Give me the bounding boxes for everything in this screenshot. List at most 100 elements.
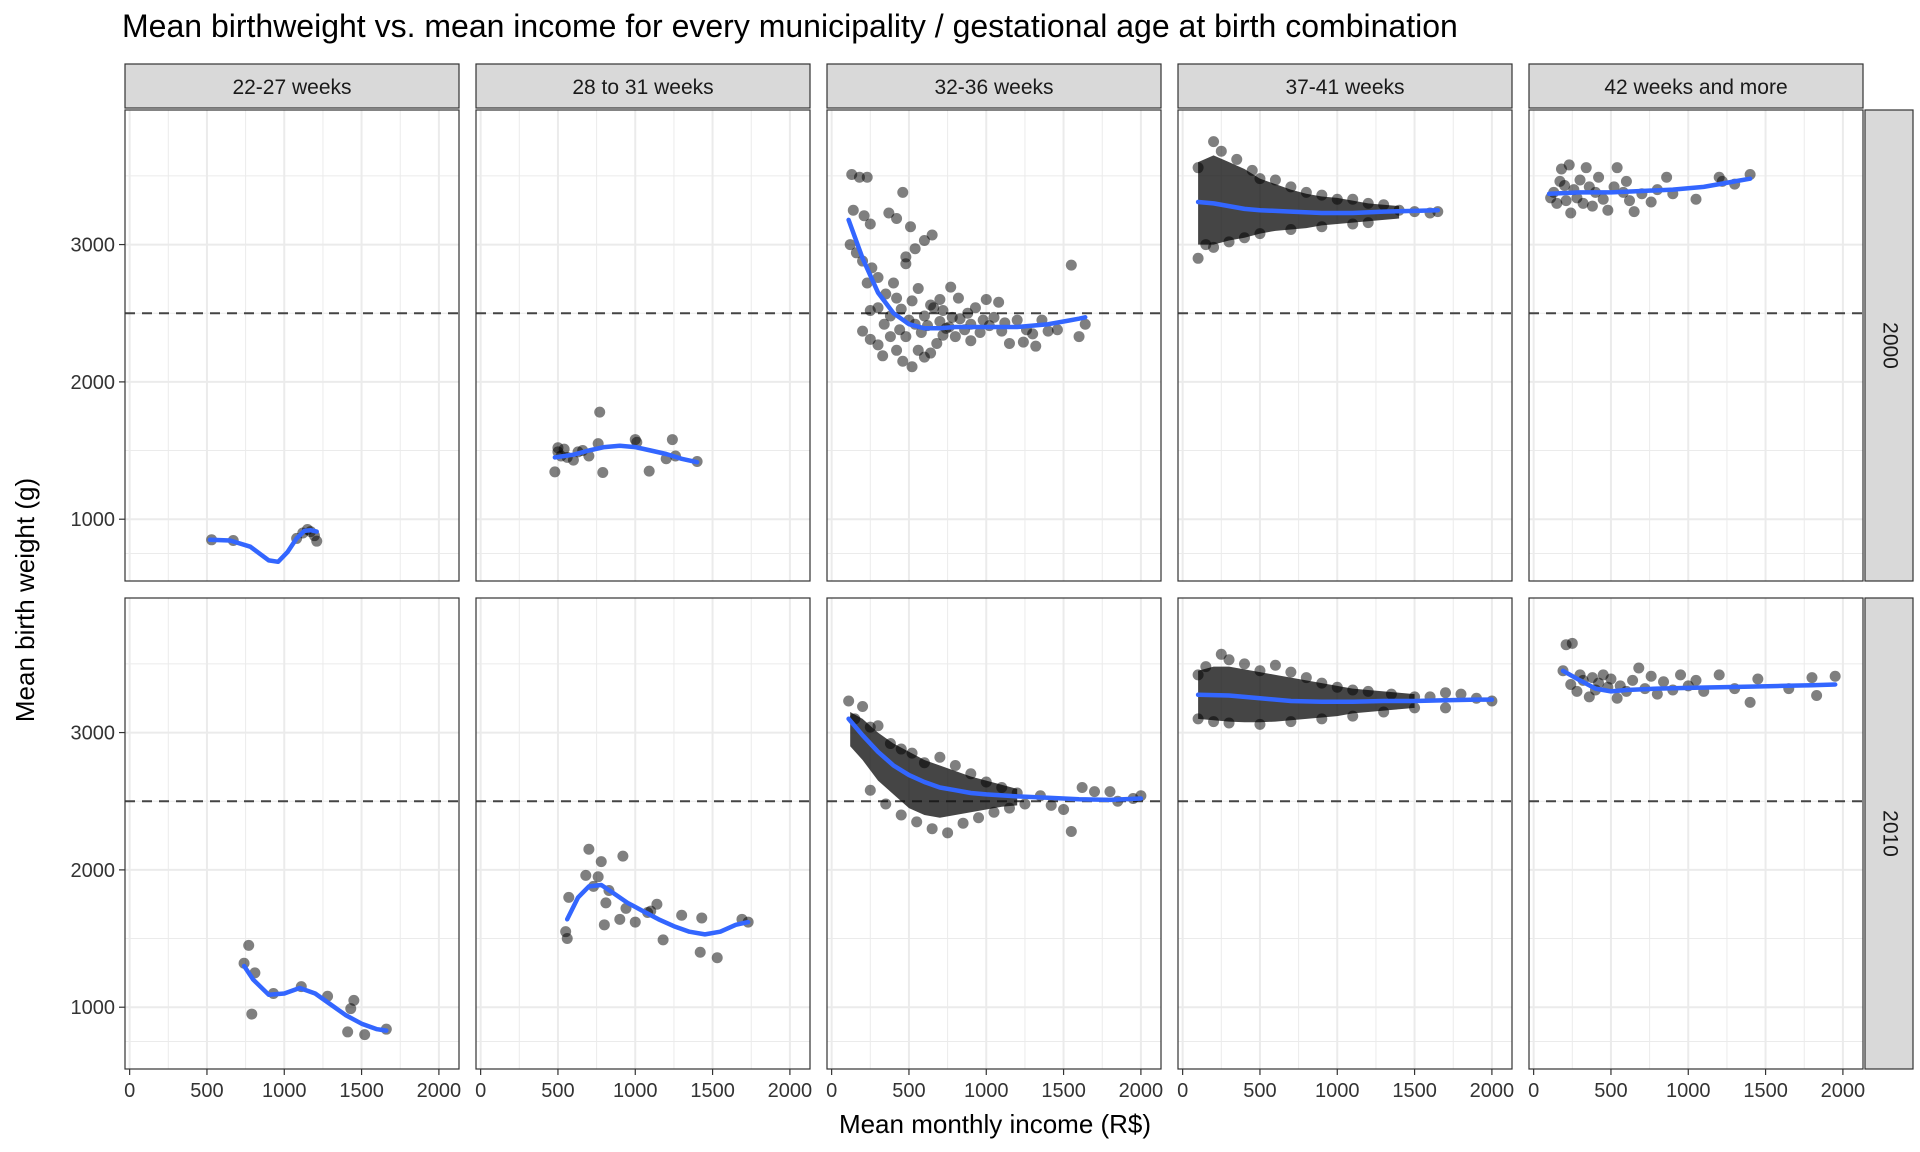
data-point [934, 293, 946, 305]
data-point [694, 946, 706, 958]
data-point [872, 302, 884, 314]
data-point [1089, 786, 1101, 798]
x-tick-label: 0 [124, 1080, 135, 1102]
data-point [1285, 181, 1297, 193]
data-point [1661, 171, 1673, 183]
data-point [905, 221, 916, 233]
data-point [1577, 197, 1589, 209]
data-point [965, 335, 977, 347]
x-tick-label: 1500 [1392, 1080, 1437, 1102]
x-tick-label: 1000 [613, 1080, 658, 1102]
data-point [1440, 687, 1452, 699]
data-point [952, 292, 964, 304]
smooth-trend-line [1195, 199, 1441, 216]
data-point [918, 234, 930, 246]
x-tick-label: 2000 [1119, 1080, 1164, 1102]
panel-border [1177, 109, 1513, 582]
data-point [1571, 685, 1583, 697]
data-point [1011, 314, 1023, 326]
data-point [1238, 232, 1250, 244]
data-point [617, 850, 629, 862]
data-point [906, 295, 918, 307]
x-tick-label: 1000 [1315, 1080, 1360, 1102]
data-point [925, 347, 937, 359]
smooth-trend-line [846, 716, 1144, 803]
data-point [1551, 197, 1563, 209]
panel-32-36-weeks-2010 [826, 597, 1162, 1070]
panel-border [826, 109, 1162, 582]
y-axis-title: Mean birth weight (g) [10, 478, 40, 722]
data-point [858, 210, 870, 222]
data-point [918, 757, 930, 769]
data-point [878, 318, 890, 330]
data-point [877, 350, 889, 362]
x-tick-label: 500 [190, 1080, 223, 1102]
data-point [1238, 658, 1250, 670]
data-point [897, 186, 909, 198]
data-point [1611, 692, 1623, 704]
data-point [1223, 717, 1235, 729]
panel-border [124, 597, 460, 1070]
data-point [1362, 197, 1374, 209]
data-point [883, 207, 895, 219]
smooth-trend-line [1560, 668, 1838, 694]
data-point [993, 296, 1005, 308]
data-point [592, 871, 604, 883]
data-point [643, 465, 655, 477]
data-point [1602, 204, 1614, 216]
data-point [1065, 825, 1077, 837]
x-tick-label: 0 [1528, 1080, 1539, 1102]
x-tick-label: 0 [1177, 1080, 1188, 1102]
data-point [1051, 324, 1063, 336]
data-point [1104, 786, 1116, 798]
data-point [931, 337, 943, 349]
x-tick-label: 2000 [1470, 1080, 1515, 1102]
x-tick-label: 1000 [1666, 1080, 1711, 1102]
data-point [342, 1026, 354, 1038]
smooth-trend-line [1546, 176, 1753, 197]
x-tick-label: 1500 [1743, 1080, 1788, 1102]
data-point [1019, 798, 1031, 810]
panel-22-27-weeks-2000 [124, 109, 460, 582]
data-point [348, 994, 360, 1006]
data-point [563, 891, 575, 903]
panel-background [476, 110, 810, 581]
x-tick-label: 1000 [262, 1080, 307, 1102]
smooth-trend-line [564, 882, 751, 937]
data-point [909, 243, 921, 255]
data-point [980, 776, 992, 788]
x-tick-label: 500 [541, 1080, 574, 1102]
data-point [1246, 164, 1258, 176]
smooth-trend-line [846, 217, 1088, 331]
data-point [1627, 674, 1639, 686]
data-point [1347, 710, 1359, 722]
data-point [1076, 781, 1088, 793]
data-point [1645, 670, 1657, 682]
data-point [884, 331, 896, 343]
data-point [1620, 175, 1632, 187]
data-point [864, 218, 876, 230]
data-point [1269, 174, 1281, 186]
data-point [629, 916, 641, 928]
data-point [1030, 340, 1042, 352]
data-point [1675, 669, 1687, 681]
data-point [988, 311, 1000, 323]
data-point [1269, 659, 1281, 671]
data-point [1806, 672, 1818, 684]
y-tick-label: 3000 [71, 235, 116, 257]
data-point [1586, 200, 1598, 212]
data-point [1385, 688, 1397, 700]
smooth-trend-line [552, 443, 700, 465]
panel-background [827, 598, 1161, 1069]
data-point [1065, 259, 1077, 271]
data-point [1347, 193, 1359, 205]
row-strip-2010 [1864, 597, 1914, 1070]
data-point [1690, 193, 1702, 205]
data-point [864, 784, 876, 796]
y-tick-label: 1000 [71, 997, 116, 1019]
data-point [1073, 331, 1085, 343]
data-point [676, 909, 688, 921]
data-point [1316, 221, 1328, 233]
data-point [1215, 145, 1227, 157]
